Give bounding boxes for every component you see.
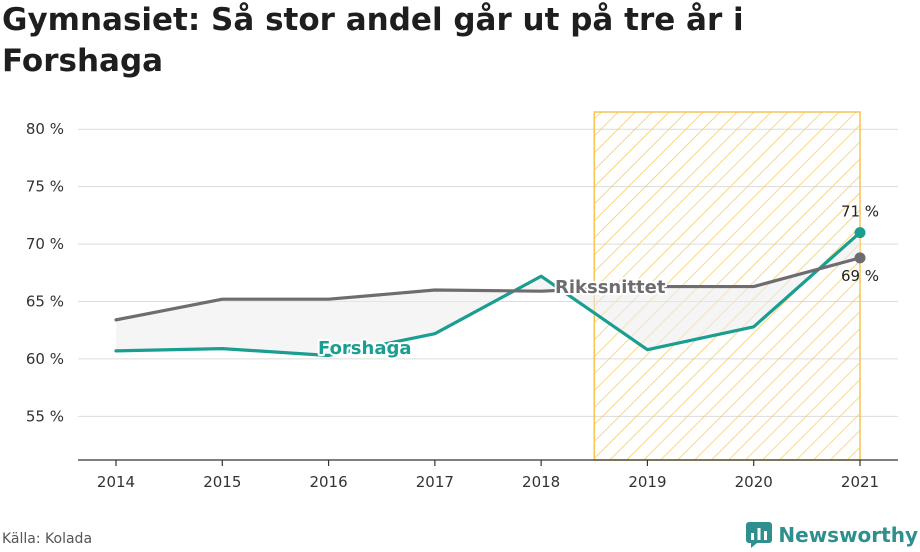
end-point-1 (854, 252, 866, 264)
x-tick-label: 2019 (628, 473, 666, 491)
x-tick-label: 2020 (735, 473, 773, 491)
end-value-label-rikssnittet: 69 % (841, 267, 879, 285)
source-note: Källa: Kolada (2, 531, 93, 547)
brand-logo: Newsworthy (746, 521, 918, 549)
series-labels: Forshaga Rikssnittet 71 % 69 % (316, 203, 879, 361)
x-tick-label: 2018 (522, 473, 560, 491)
y-axis: 55 % 60 % 65 % 70 % 75 % 80 % (26, 120, 64, 425)
x-axis (78, 459, 898, 466)
y-tick-label: 65 % (26, 293, 64, 311)
y-tick-label: 70 % (26, 235, 64, 253)
series-line-0 (114, 230, 862, 358)
y-tick-label: 55 % (26, 407, 64, 425)
x-tick-label: 2016 (309, 473, 347, 491)
chart-title: Gymnasiet: Så stor andel går ut på tre å… (2, 2, 744, 79)
series-line-1 (114, 256, 862, 322)
end-value-label-forshaga: 71 % (841, 203, 879, 221)
y-tick-label: 80 % (26, 120, 64, 138)
y-tick-label: 75 % (26, 178, 64, 196)
brand-name: Newsworthy (778, 523, 918, 547)
x-tick-labels: 2014 2015 2016 2017 2018 2019 2020 2021 (97, 473, 879, 491)
x-tick-label: 2015 (203, 473, 241, 491)
series-label-rikssnittet: Rikssnittet (555, 277, 666, 298)
end-point-0 (854, 227, 866, 239)
x-tick-label: 2017 (416, 473, 454, 491)
series-lines (114, 227, 866, 358)
gap-area (116, 232, 860, 356)
x-tick-label: 2014 (97, 473, 135, 491)
y-tick-label: 60 % (26, 350, 64, 368)
newsworthy-logo-icon (746, 522, 773, 548)
series-gap-fill (116, 232, 860, 356)
x-tick-label: 2021 (841, 473, 879, 491)
series-label-forshaga: Forshaga (318, 338, 412, 359)
